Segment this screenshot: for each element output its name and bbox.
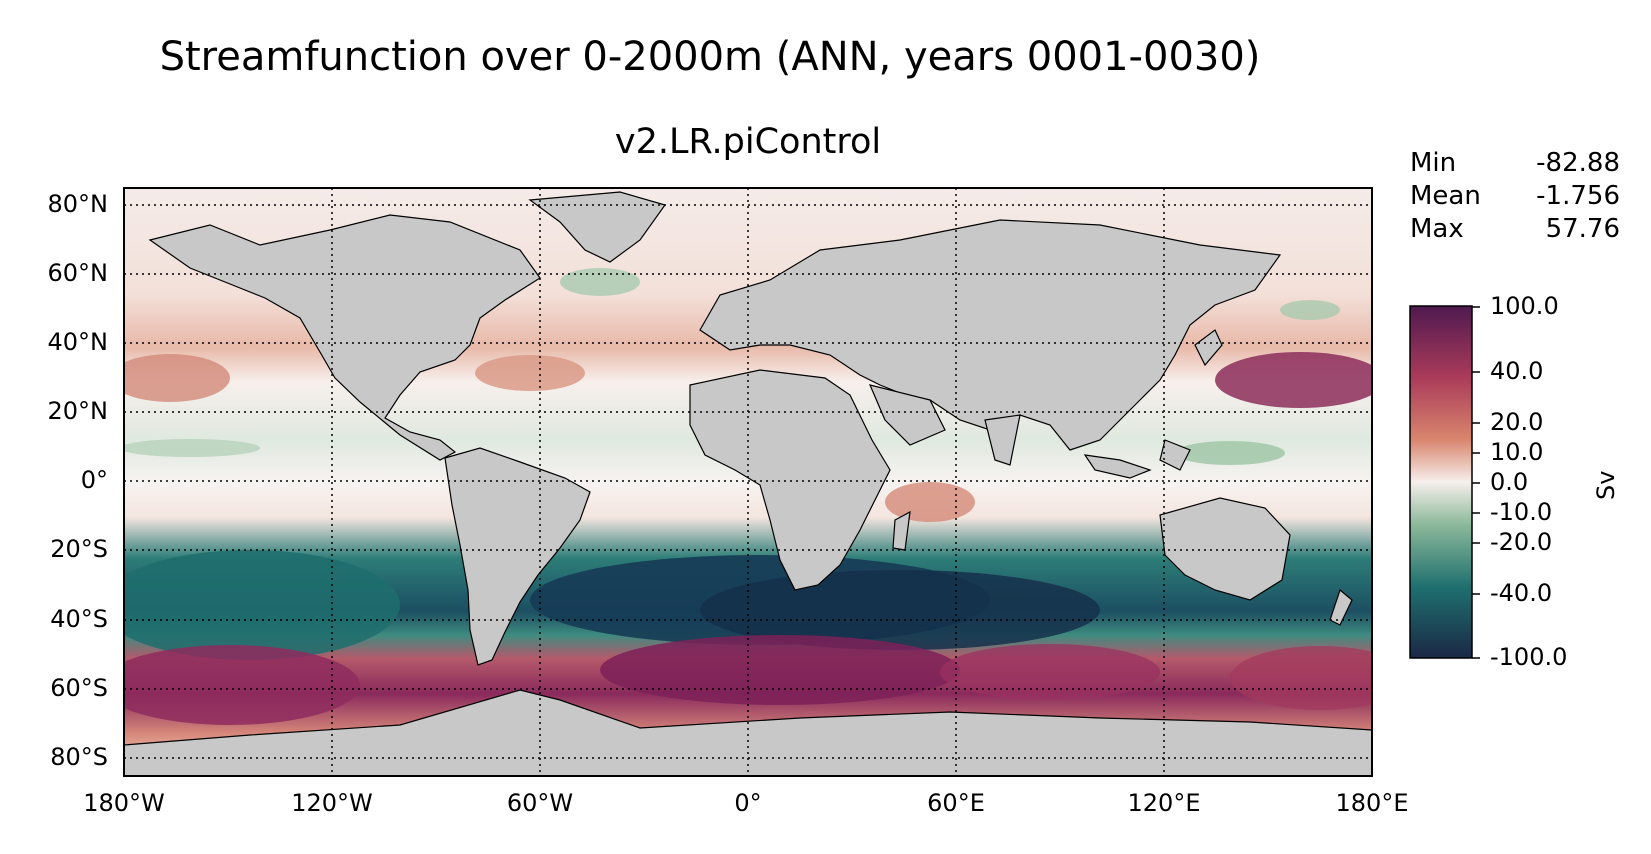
ocean-field — [124, 188, 1372, 776]
lat-tick: 80°N — [47, 190, 109, 218]
stat-max-value: 57.76 — [1545, 214, 1620, 244]
lon-tick: 180°W — [83, 789, 165, 817]
lat-tick: 80°S — [50, 743, 108, 771]
lat-tick: 60°N — [47, 259, 109, 287]
panel-title: v2.LR.piControl — [614, 122, 882, 162]
colorbar-tick-label: 0.0 — [1490, 468, 1529, 496]
stat-mean-label: Mean — [1410, 181, 1481, 211]
lon-tick: 120°E — [1127, 789, 1201, 817]
colorbar — [1409, 305, 1473, 659]
stat-min-value: -82.88 — [1536, 148, 1620, 178]
colorbar-tick-label: -20.0 — [1490, 528, 1553, 556]
figure-title: Streamfunction over 0-2000m (ANN, years … — [159, 34, 1261, 80]
gridlines — [124, 188, 1372, 776]
lat-tick: 40°N — [47, 328, 109, 356]
colorbar-tick-label: 20.0 — [1490, 408, 1544, 436]
stat-mean-value: -1.756 — [1536, 181, 1620, 211]
colorbar-unit-label: Sv — [1592, 470, 1620, 500]
lon-tick: 60°W — [506, 789, 574, 817]
colorbar-tick-label: -40.0 — [1490, 579, 1553, 607]
map-frame — [123, 187, 1373, 777]
colorbar-tick-label: 10.0 — [1490, 438, 1544, 466]
lat-tick: 40°S — [50, 605, 108, 633]
stat-min-label: Min — [1410, 148, 1457, 178]
lon-tick: 0° — [734, 789, 762, 817]
lat-tick: 60°S — [50, 674, 108, 702]
colorbar-tick-label: 100.0 — [1490, 292, 1559, 320]
lon-tick: 180°E — [1335, 789, 1409, 817]
lon-tick: 60°E — [927, 789, 985, 817]
colorbar-tick-label: 40.0 — [1490, 357, 1544, 385]
lat-tick: 20°S — [50, 535, 108, 563]
lat-tick: 0° — [80, 466, 108, 494]
colorbar-tick-label: -10.0 — [1490, 498, 1553, 526]
lon-tick: 120°W — [291, 789, 373, 817]
stat-max-label: Max — [1410, 214, 1464, 244]
colorbar-tick-label: -100.0 — [1490, 643, 1568, 671]
lat-tick: 20°N — [47, 397, 109, 425]
land-masses — [124, 191, 1372, 776]
colorbar-tick-marks — [1472, 306, 1480, 659]
